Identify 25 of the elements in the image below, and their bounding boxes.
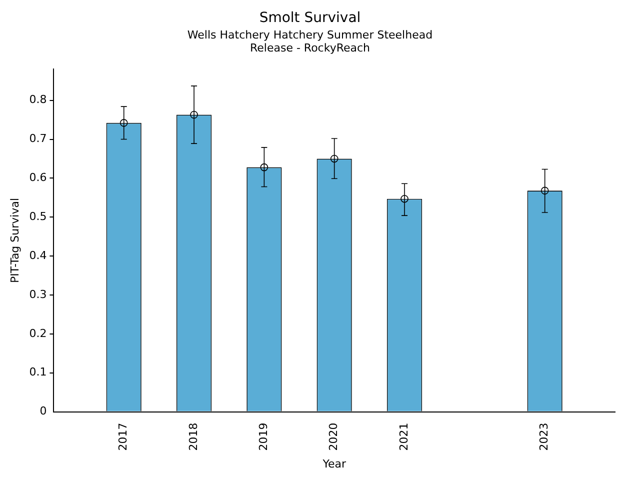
x-tick-label: 2020: [327, 422, 340, 451]
y-tick-label: 0.5: [29, 210, 47, 224]
x-tick-label: 2021: [397, 422, 410, 451]
point: [260, 163, 268, 172]
point: [400, 194, 408, 203]
point: [330, 154, 338, 163]
y-tick-label: 0.3: [29, 288, 47, 301]
point: [190, 110, 198, 119]
chart-title: Smolt Survival: [259, 10, 361, 26]
point: [120, 119, 128, 127]
y-tick-label: 0.7: [29, 132, 47, 146]
y-tick-label: 0.6: [29, 171, 47, 184]
y-tick-label: 0.4: [29, 248, 47, 262]
y-tick-label: 0.8: [29, 93, 47, 106]
y-tick-label: 0: [40, 404, 47, 418]
x-tick-label: 2023: [538, 422, 551, 451]
point: [540, 186, 549, 195]
x-tick-label: 2019: [257, 422, 270, 451]
y-tick-label: 0.1: [29, 366, 47, 379]
x-axis-title: Year: [322, 457, 346, 470]
x-tick-label: 2018: [186, 422, 200, 451]
x-tick-label: 2017: [116, 422, 130, 451]
y-axis-title: PIT-Tag Survival: [8, 198, 22, 284]
chart-subtitle: Wells Hatchery Hatchery Summer Steelhead Release - RockyReach: [187, 28, 433, 54]
y-tick-label: 0.2: [29, 326, 47, 340]
